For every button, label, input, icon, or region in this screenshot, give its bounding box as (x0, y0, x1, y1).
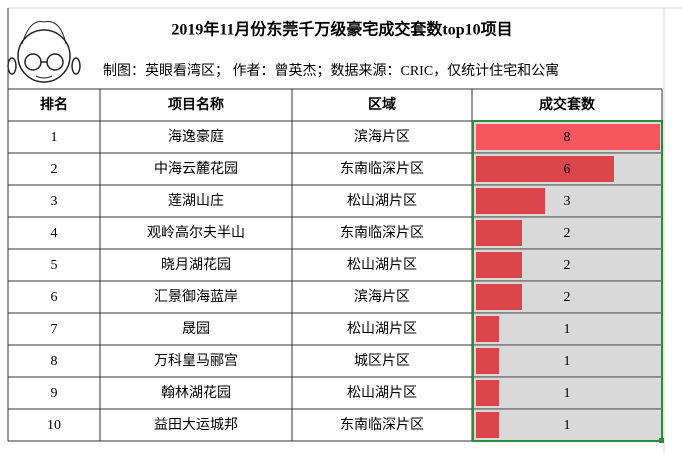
table-cell: 5 (51, 258, 58, 273)
header-cell: 排名 (40, 96, 68, 113)
subtitle: 制图：英眼看湾区； 作者：曾英杰；数据来源：CRIC，仅统计住宅和公寓 (103, 62, 559, 79)
data-bar (476, 188, 545, 214)
table-cell: 6 (51, 290, 58, 305)
table-cell: 东南临深片区 (340, 161, 424, 177)
table-cell: 汇景御海蓝岸 (154, 289, 238, 305)
bar-track (473, 346, 662, 377)
count-cell: 3 (564, 194, 571, 209)
table-cell: 1 (51, 130, 58, 145)
data-bar (476, 284, 522, 310)
bar-track (473, 410, 662, 441)
table-cell: 益田大运城邦 (154, 417, 238, 433)
header-cell: 成交套数 (539, 96, 596, 113)
count-cell: 1 (564, 354, 571, 369)
table-cell: 晟园 (182, 321, 210, 337)
table-cell: 4 (51, 226, 58, 241)
data-bar (476, 412, 499, 438)
header-cell: 区域 (368, 96, 396, 113)
table-cell: 2 (51, 162, 58, 177)
count-cell: 6 (564, 162, 571, 177)
table-cell: 10 (47, 418, 61, 433)
table-cell: 滨海片区 (354, 289, 410, 305)
table-cell: 中海云麓花园 (154, 161, 238, 177)
table-cell: 9 (51, 386, 58, 401)
table-cell: 松山湖片区 (347, 385, 417, 401)
table-cell: 观岭高尔夫半山 (147, 224, 245, 241)
bar-track (473, 378, 662, 409)
count-cell: 1 (564, 418, 571, 433)
data-bar (476, 380, 499, 406)
table-cell: 松山湖片区 (347, 193, 417, 209)
count-cell: 2 (564, 290, 571, 305)
data-bar (476, 124, 660, 150)
table-cell: 莲湖山庄 (168, 192, 224, 209)
count-cell: 2 (564, 226, 571, 241)
data-bar (476, 252, 522, 278)
selection-handle (659, 438, 664, 443)
data-bar (476, 316, 499, 342)
sheet-grid (8, 7, 682, 453)
table-cell: 万科皇马郦宫 (154, 353, 238, 369)
count-cell: 8 (564, 130, 571, 145)
table-cell: 7 (51, 322, 58, 337)
table-cell: 松山湖片区 (347, 257, 417, 273)
table-cell: 滨海片区 (354, 129, 410, 145)
count-cell: 1 (564, 322, 571, 337)
data-bar (476, 220, 522, 246)
data-bar (476, 156, 614, 182)
table-cell: 东南临深片区 (340, 225, 424, 241)
data-bar (476, 348, 499, 374)
count-cell: 1 (564, 386, 571, 401)
table-cell: 东南临深片区 (340, 417, 424, 433)
count-cell: 2 (564, 258, 571, 273)
bar-track (473, 314, 662, 345)
header-cell: 项目名称 (168, 96, 224, 113)
table-cell: 3 (51, 194, 58, 209)
table-cell: 松山湖片区 (347, 321, 417, 337)
title: 2019年11月份东莞千万级豪宅成交套数top10项目 (171, 20, 512, 39)
avatar-icon (7, 20, 81, 83)
table-cell: 海逸豪庭 (168, 128, 224, 145)
table-cell: 城区片区 (354, 353, 410, 369)
selection-frame (472, 120, 663, 442)
table-cell: 翰林湖花园 (161, 385, 231, 401)
table-cell: 晓月湖花园 (161, 257, 231, 273)
table-cell: 8 (51, 354, 58, 369)
